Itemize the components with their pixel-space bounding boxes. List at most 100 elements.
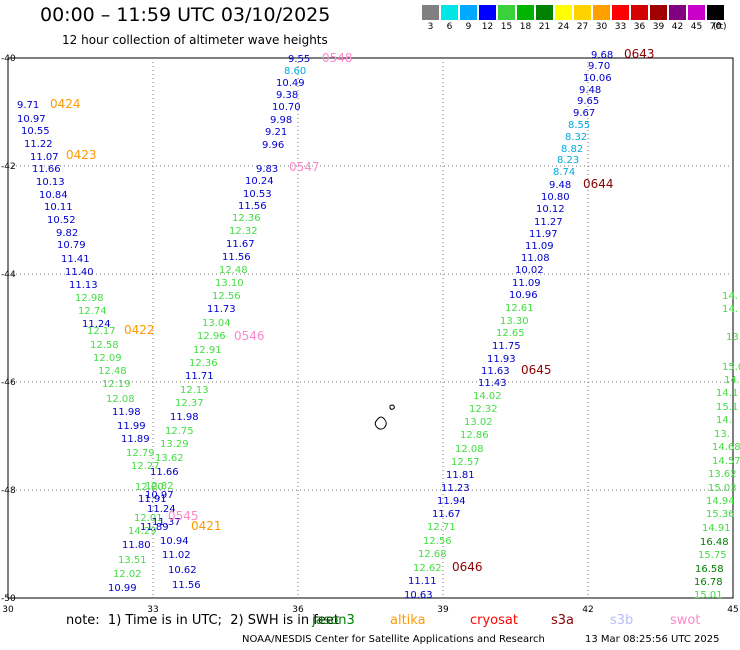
wave-height-value: 12.00 bbox=[135, 482, 164, 493]
wave-height-value: 11.02 bbox=[162, 550, 191, 561]
wave-height-value: 9.67 bbox=[573, 108, 595, 119]
wave-height-value: 12.61 bbox=[505, 303, 534, 314]
wave-height-value: 12.36 bbox=[232, 213, 261, 224]
satellite-label-jason3: jason3 bbox=[312, 613, 355, 628]
satellite-label-s3b: s3b bbox=[610, 613, 634, 628]
wave-height-value: 12.32 bbox=[469, 404, 498, 415]
pass-time-label: 0423 bbox=[66, 148, 97, 162]
wave-height-value: 12.68 bbox=[418, 549, 447, 560]
wave-height-value: 12.82 bbox=[145, 481, 174, 492]
wave-height-value: 9.48 bbox=[549, 180, 571, 191]
wave-height-value: 11.89 bbox=[140, 522, 169, 533]
wave-height-value: 13.62 bbox=[708, 469, 737, 480]
legend-swatch bbox=[536, 5, 553, 20]
pass-time-label: 0548 bbox=[322, 51, 353, 65]
wave-height-value: 9.48 bbox=[579, 85, 601, 96]
wave-height-value: 10.97 bbox=[17, 114, 46, 125]
wave-height-value: 11.81 bbox=[446, 470, 475, 481]
wave-height-value: 12.02 bbox=[113, 569, 142, 580]
wave-height-value: 9.68 bbox=[591, 50, 613, 61]
wave-height-value: 8.23 bbox=[557, 155, 579, 166]
pass-time-label: 0645 bbox=[521, 363, 552, 377]
wave-height-value: 11.40 bbox=[65, 267, 94, 278]
legend-swatch bbox=[460, 5, 477, 20]
wave-height-value: 9.70 bbox=[588, 61, 610, 72]
lon-tick-label: 36 bbox=[292, 605, 304, 615]
wave-height-value: 11.99 bbox=[117, 421, 146, 432]
legend-swatch bbox=[441, 5, 458, 20]
wave-height-value: 13.04 bbox=[202, 318, 231, 329]
legend-label: 18 bbox=[519, 22, 532, 32]
wave-height-value: 11.93 bbox=[487, 354, 516, 365]
page-title: 00:00 – 11:59 UTC 03/10/2025 bbox=[40, 4, 331, 26]
legend-label: 42 bbox=[671, 22, 684, 32]
wave-height-value: 12.09 bbox=[93, 353, 122, 364]
wave-height-value: 14.94 bbox=[706, 496, 735, 507]
wave-height-value: 11.56 bbox=[222, 252, 251, 263]
pass-time-label: 0644 bbox=[583, 177, 614, 191]
wave-height-value: 10.97 bbox=[145, 490, 174, 501]
wave-height-value: 12.86 bbox=[460, 430, 489, 441]
legend-swatch bbox=[650, 5, 667, 20]
wave-height-value: 11.67 bbox=[432, 509, 461, 520]
legend-swatch bbox=[669, 5, 686, 20]
wave-height-value: 10.06 bbox=[583, 73, 612, 84]
legend-swatch bbox=[688, 5, 705, 20]
pass-time-label: 0546 bbox=[234, 329, 265, 343]
wave-height-value: 11.97 bbox=[529, 229, 558, 240]
wave-height-value: 12.08 bbox=[455, 444, 484, 455]
wave-height-value: 10.96 bbox=[509, 290, 538, 301]
wave-height-value: 11.56 bbox=[172, 580, 201, 591]
legend-swatch bbox=[422, 5, 439, 20]
wave-height-value: 12.74 bbox=[78, 306, 107, 317]
wave-height-value: 8.74 bbox=[553, 167, 575, 178]
page-subtitle: 12 hour collection of altimeter wave hei… bbox=[62, 33, 328, 47]
wave-height-value: 12.08 bbox=[106, 394, 135, 405]
pass-time-label: 0646 bbox=[452, 560, 483, 574]
wave-height-value: 10.70 bbox=[272, 102, 301, 113]
wave-height-value: 9.21 bbox=[265, 127, 287, 138]
legend-label: 33 bbox=[614, 22, 627, 32]
wave-height-value: 13.51 bbox=[118, 555, 147, 566]
lat-tick-label: -48 bbox=[1, 486, 16, 496]
wave-height-value: 15.01 bbox=[694, 590, 723, 601]
wave-height-value: 10.02 bbox=[515, 265, 544, 276]
legend-label: 3 bbox=[427, 22, 434, 32]
wave-height-value: 13.02 bbox=[464, 417, 493, 428]
wave-height-value: 15.03 bbox=[708, 483, 737, 494]
wave-height-value: 10.63 bbox=[404, 590, 433, 601]
wave-height-value: 9.98 bbox=[270, 115, 292, 126]
legend-swatch bbox=[631, 5, 648, 20]
wave-height-value: 10.79 bbox=[57, 240, 86, 251]
wave-height-value: 11.24 bbox=[82, 319, 111, 330]
wave-height-value: 12.65 bbox=[496, 328, 525, 339]
pass-time-label: 0422 bbox=[124, 323, 155, 337]
wave-height-value: 10.49 bbox=[276, 78, 305, 89]
wave-height-value: 13.30 bbox=[500, 316, 529, 327]
pass-time-label: 0421 bbox=[191, 519, 222, 533]
lat-tick-label: -46 bbox=[1, 378, 16, 388]
legend-label: 24 bbox=[557, 22, 570, 32]
wave-height-value: 14. bbox=[724, 375, 740, 386]
legend-swatch bbox=[517, 5, 534, 20]
wave-height-value: 13. bbox=[726, 332, 740, 343]
wave-height-value: 12.62 bbox=[413, 563, 442, 574]
wave-height-value: 12.36 bbox=[189, 358, 218, 369]
wave-height-value: 10.94 bbox=[160, 536, 189, 547]
wave-height-value: 12.91 bbox=[193, 345, 222, 356]
wave-height-value: 9.82 bbox=[56, 228, 78, 239]
wave-height-value: 12.56 bbox=[423, 536, 452, 547]
wave-height-value: 11.75 bbox=[492, 341, 521, 352]
wave-height-value: 13.29 bbox=[160, 439, 189, 450]
wave-height-value: 11.07 bbox=[30, 152, 59, 163]
wave-height-value: 11.24 bbox=[147, 504, 176, 515]
wave-height-value: 12.13 bbox=[180, 385, 209, 396]
satellite-label-s3a: s3a bbox=[551, 613, 575, 628]
wave-height-value: 12.37 bbox=[175, 398, 204, 409]
island-outline bbox=[374, 416, 387, 430]
wave-height-value: 12.27 bbox=[131, 461, 160, 472]
wave-height-value: 11.66 bbox=[150, 467, 179, 478]
lat-tick-label: -44 bbox=[1, 270, 16, 280]
wave-height-value: 8.55 bbox=[568, 120, 590, 131]
